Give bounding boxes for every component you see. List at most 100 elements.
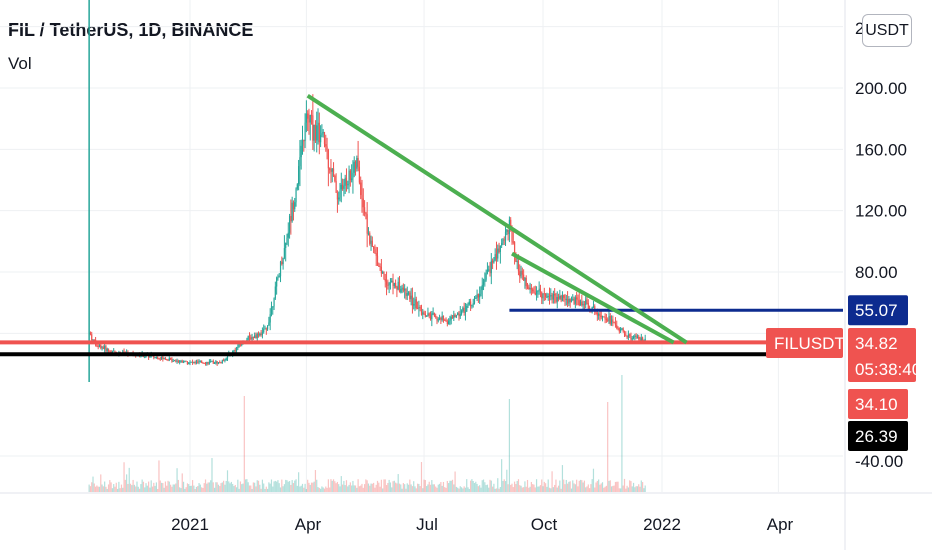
candle-body [331,168,333,172]
volume-bar [281,479,283,492]
volume-bar [268,482,270,492]
volume-bar [445,487,447,492]
volume-bar [234,484,236,492]
volume-bar [510,484,512,492]
volume-bar [422,488,424,492]
candle-body [263,329,265,333]
y-axis-tick-label: 2 [855,19,864,38]
volume-bar [325,486,327,492]
time-axis[interactable]: 2021 Apr Jul Oct 2022 Apr [171,515,793,534]
x-axis-tick-label: Oct [531,515,558,534]
volume-bar [543,481,545,492]
volume-bar [210,480,212,492]
volume-bar [332,479,335,492]
volume-bar [640,480,642,492]
candle-body [534,292,536,295]
candle-body [376,255,379,266]
candle-body [543,293,545,295]
candle-body [168,358,170,361]
candle-body [363,207,366,213]
volume-bar [194,488,196,492]
candle-body [462,307,464,312]
volume-bar [127,483,129,492]
candle-body [366,214,368,234]
price-axis[interactable]: 200.00 160.00 120.00 80.00 -40.00 2 [855,19,907,471]
volume-bar [529,486,531,492]
candle-body [515,254,517,262]
volume-bar [252,482,254,492]
candle-body [345,177,348,185]
volume-bar [326,487,328,492]
volume-bar [420,462,423,492]
bar-countdown-tag: 05:38:40 [855,360,921,379]
candle-body [502,239,504,244]
volume-bar [114,486,116,492]
volume-bar [428,481,430,492]
volume-bar [379,486,381,492]
volume-bar [557,485,560,492]
y-axis-tick-label: 200.00 [855,79,907,98]
candle-body [599,313,601,316]
candle-body [301,140,304,146]
candle-body [441,315,443,320]
volume-bar [382,488,384,492]
candle-body [471,304,473,307]
volume-bar [226,470,229,492]
volume-bar [595,482,597,492]
candle-body [281,261,283,265]
currency-selector-button[interactable]: USDT [862,14,912,47]
candle-body [585,299,587,306]
candle-body [453,314,455,319]
volume-bar [160,482,163,492]
candle-body [548,296,551,298]
chart-drawings[interactable] [0,0,843,382]
candle-body [237,347,239,349]
candle-body [254,335,256,338]
candle-body [526,286,529,288]
candle-body [374,249,376,254]
volume-bar [150,480,152,492]
volume-bar [448,483,450,492]
volume-bar [622,485,624,492]
volume-bar [552,487,554,492]
y-axis-tick-label: 120.00 [855,202,907,221]
candle-body [296,184,298,189]
last-price-tag-bg [848,328,916,382]
volume-bar [374,487,376,492]
candle-body [241,344,243,346]
volume-bar [219,486,221,492]
volume-bar [339,486,341,492]
candle-body [627,334,629,338]
candle-body [260,333,262,335]
candle-body [552,293,554,300]
volume-bar [556,487,558,492]
candle-body [361,195,363,199]
volume-bar [201,487,203,492]
candle-body [458,312,460,317]
volume-bar [212,482,214,492]
volume-bar [303,487,305,492]
volume-bar [384,479,386,492]
candle-body [294,202,296,210]
volume-bar [534,487,536,492]
candle-body [234,350,236,352]
volume-bar [371,483,373,492]
candle-body [539,288,542,293]
volume-bar [316,479,318,492]
candle-body [556,297,558,302]
candle-body [288,216,291,233]
volume-bar [493,483,495,492]
candle-body [162,356,164,359]
volume-bar [599,484,601,492]
support-black-price-tag-bg [848,421,908,451]
candle-body [632,336,635,339]
candle-body [252,337,254,339]
volume-bar [507,484,509,492]
volume-bar [508,399,511,492]
candle-body [332,168,335,176]
volume-bar [592,468,595,492]
volume-bar [199,484,201,492]
volume-bar [273,481,275,492]
volume-bar [416,483,419,492]
